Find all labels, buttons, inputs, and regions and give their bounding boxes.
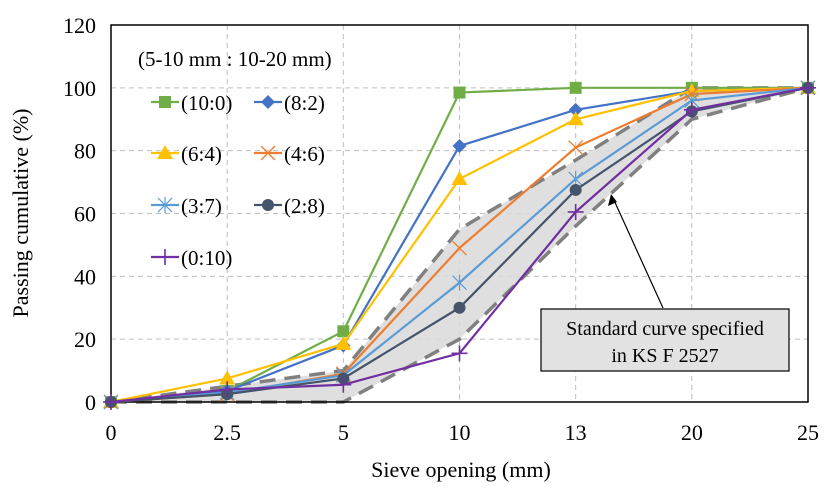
legend-title: (5-10 mm : 10-20 mm) — [138, 47, 332, 71]
legend-marker — [260, 145, 276, 161]
annotation: Standard curve specified in KS F 2527 — [540, 194, 790, 372]
annotation-line-2: in KS F 2527 — [611, 345, 718, 367]
legend-marker — [261, 95, 275, 109]
x-tick-label: 0 — [106, 420, 117, 445]
legend-label: (4:6) — [284, 142, 325, 166]
y-tick-label: 100 — [63, 76, 96, 101]
y-tick-label: 80 — [74, 139, 96, 164]
data-point — [452, 240, 467, 256]
marker-stroke — [452, 240, 467, 256]
data-point — [335, 376, 352, 393]
data-point — [569, 183, 582, 196]
annotation-arrow-line — [612, 197, 664, 309]
y-tick-label: 20 — [74, 327, 96, 352]
y-tick-label: 120 — [63, 13, 96, 38]
annotation-arrow-head — [608, 194, 617, 206]
legend-entry: (6:4) — [151, 142, 222, 166]
data-point — [567, 203, 584, 220]
legend-marker — [157, 145, 173, 159]
legend: (5-10 mm : 10-20 mm) (10:0) (8:2) (6:4) (4:… — [138, 47, 332, 270]
legend-label: (10:0) — [181, 91, 232, 115]
data-point — [452, 274, 467, 291]
legend-entry: (10:0) — [151, 91, 232, 115]
series-group — [103, 79, 816, 410]
y-axis-title: Passing cumulative (%) — [8, 109, 33, 318]
annotation-line-1: Standard curve specified — [566, 318, 764, 340]
data-point — [453, 86, 466, 99]
x-tick-label: 25 — [797, 420, 819, 445]
legend-marker — [157, 249, 173, 265]
x-axis-title: Sieve opening (mm) — [371, 457, 551, 482]
data-point — [683, 101, 700, 118]
marker-stroke — [568, 140, 584, 155]
legend-label: (0:10) — [181, 246, 232, 270]
y-tick-label: 40 — [74, 264, 96, 289]
data-point — [335, 335, 352, 350]
data-point — [568, 140, 584, 155]
data-point — [452, 138, 467, 153]
data-point — [337, 325, 350, 338]
legend-marker — [159, 96, 171, 108]
x-tick-label: 13 — [565, 420, 587, 445]
legend-entry: (4:6) — [254, 142, 325, 166]
legend-entry: (2:8) — [254, 194, 325, 218]
legend-entry: (0:10) — [151, 246, 232, 270]
x-tick-labels: 0 2.5 5 10 13 20 25 — [106, 420, 820, 445]
data-point — [451, 345, 468, 362]
x-tick-label: 5 — [338, 420, 349, 445]
data-point — [800, 79, 816, 96]
legend-marker — [157, 197, 173, 213]
series-0-10 — [103, 79, 816, 410]
band-lower-line — [111, 86, 809, 404]
legend-label: (2:8) — [284, 194, 325, 218]
data-point — [219, 370, 236, 385]
legend-label: (6:4) — [181, 142, 222, 166]
data-point — [103, 394, 119, 410]
data-point — [567, 111, 584, 126]
x-tick-label: 2.5 — [213, 420, 241, 445]
band-fill — [111, 87, 808, 402]
data-point — [568, 102, 583, 117]
data-point — [569, 81, 582, 94]
legend-label: (8:2) — [284, 91, 325, 115]
x-tick-label: 20 — [681, 420, 703, 445]
data-point — [453, 301, 466, 314]
y-tick-labels: 0 20 40 60 80 100 120 — [63, 13, 96, 415]
legend-marker — [262, 199, 274, 211]
x-tick-label: 10 — [449, 420, 471, 445]
data-point — [219, 381, 236, 398]
data-point — [451, 170, 468, 185]
annotation-box — [540, 308, 790, 372]
y-tick-label: 60 — [74, 202, 96, 227]
legend-entry: (3:7) — [151, 194, 222, 218]
legend-label: (3:7) — [181, 194, 222, 218]
marker-stroke — [260, 145, 276, 161]
y-tick-label: 0 — [85, 390, 96, 415]
legend-entry: (8:2) — [254, 91, 325, 115]
axes — [110, 24, 809, 403]
plot-frame — [110, 24, 809, 403]
